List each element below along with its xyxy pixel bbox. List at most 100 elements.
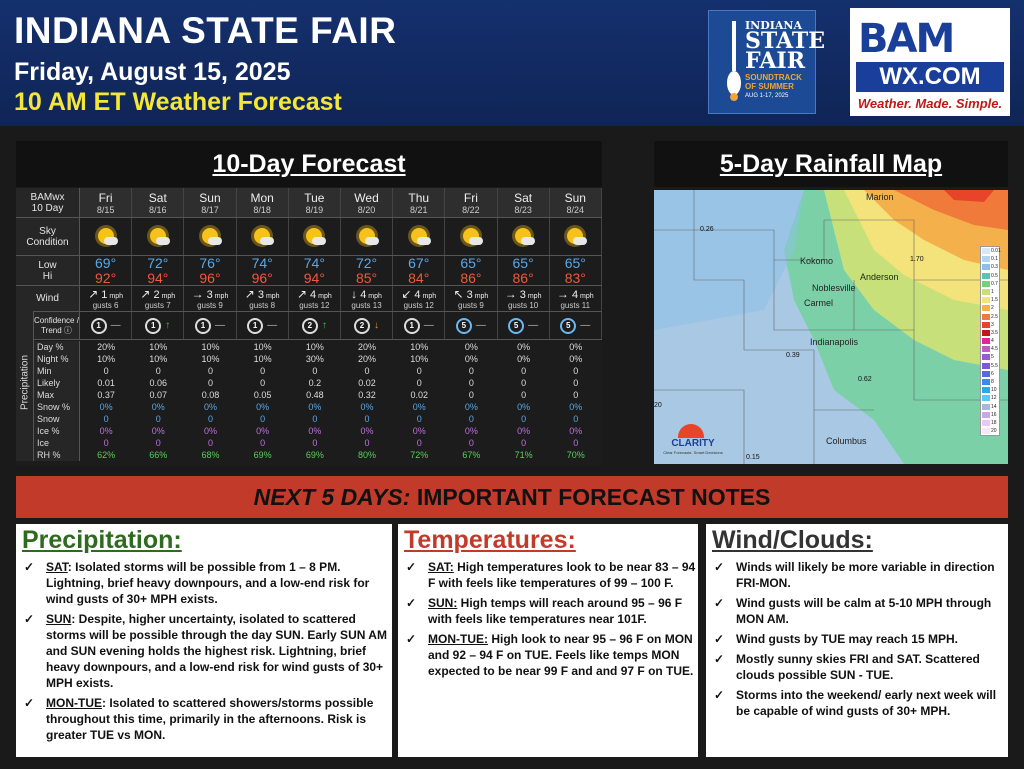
precip-value: 0 <box>416 366 422 376</box>
precip-value: 10% <box>97 354 116 364</box>
precip-value: 80% <box>358 450 377 460</box>
day-name: Fri <box>463 190 478 205</box>
precip-value: 0.48 <box>306 390 324 400</box>
wind-clouds-notes: Wind/Clouds: ✓ Winds will likely be more v… <box>706 524 1008 757</box>
precip-value: 10% <box>201 342 220 352</box>
legend-item: 10 <box>981 386 999 394</box>
legend-label: 10 <box>991 387 997 394</box>
wind-gusts: gusts 13 <box>351 301 382 310</box>
forecast-row-temp: Low Hi 69° 92° 72° 94° 76° 96° 74° 96° 74° 94° 72° 85… <box>16 254 602 286</box>
note-lead: SAT: <box>428 560 454 574</box>
legend-label: 18 <box>991 419 997 426</box>
note-item: ✓ SAT: High temperatures look to be near … <box>398 559 698 591</box>
precip-value: 0% <box>517 426 531 436</box>
wind-gusts: gusts 8 <box>249 301 276 310</box>
confidence-ring-icon: 5 <box>455 317 472 334</box>
precip-value: 10% <box>253 354 272 364</box>
wind-unit: mph <box>420 293 437 300</box>
legend-swatch <box>982 346 990 353</box>
precip-value: 69% <box>253 450 272 460</box>
forecast-cell: Sat 8/23 <box>497 188 550 217</box>
partly-sunny-icon <box>198 226 222 248</box>
note-title: Wind/Clouds: <box>712 526 873 554</box>
wind-mph-value: 2 <box>150 289 160 301</box>
confidence-ring-icon: 1 <box>403 317 420 334</box>
precip-row: 20% 10% 10% 10% 10% 20% 10% 0% 0% 0% <box>80 341 602 353</box>
wind-unit: mph <box>264 293 280 300</box>
wind-gusts: gusts 9 <box>197 301 223 310</box>
rainfall-value: 0.62 <box>858 376 872 383</box>
rainfall-map-shading <box>654 190 1008 464</box>
check-icon: ✓ <box>714 688 725 702</box>
note-item: ✓ SUN: High temps will reach around 95 – … <box>398 595 698 627</box>
precip-value: 0.08 <box>201 390 220 400</box>
day-name: Mon <box>250 190 274 205</box>
wind-mph-value: 4 <box>307 289 317 301</box>
precip-row: 0% 0% 0% 0% 0% 0% 0% 0% 0% 0% <box>80 401 602 413</box>
notes-banner: NEXT 5 DAYS: IMPORTANT FORECAST NOTES <box>16 476 1008 518</box>
high-temp: 86° <box>512 269 534 286</box>
wind-direction-icon: ↓ <box>351 287 358 301</box>
forecast-cell <box>498 218 550 255</box>
precip-value: 0.05 <box>253 390 272 400</box>
forecast-cell: 65° 86° <box>445 255 498 285</box>
city-label: Noblesville <box>812 283 856 293</box>
wind-mph-value: 3 <box>254 289 264 301</box>
precip-value: 0 <box>468 414 474 424</box>
low-temp: 76° <box>199 254 221 271</box>
partly-sunny-icon <box>511 226 536 248</box>
city-label: Indianapolis <box>810 337 859 347</box>
precip-row-labels: Day % Night % Min Likely Max Snow % Snow Ice % I… <box>34 341 80 461</box>
wind-speed: ↗ 3 mph <box>245 287 280 301</box>
forecast-cell: 72° 85° <box>341 255 394 285</box>
confidence-ring-icon: 1 <box>194 317 211 334</box>
precip-value: 0% <box>308 426 322 436</box>
confidence-trend: 1— <box>247 317 277 334</box>
wind-speed: → 4 mph <box>557 287 594 301</box>
wind-mph-value: 3 <box>203 289 213 301</box>
city-label: Columbus <box>826 436 867 446</box>
low-temp: 67° <box>408 254 430 271</box>
partly-sunny-icon <box>302 226 327 248</box>
confidence-ring-icon: 1 <box>90 317 107 334</box>
cloud-shape <box>573 236 588 245</box>
precip-value: 71% <box>514 450 533 460</box>
precip-value: 0 <box>573 414 579 424</box>
legend-label: 3 <box>991 321 994 328</box>
legend-swatch <box>982 362 990 369</box>
precip-value: 10% <box>149 354 168 364</box>
precip-value: 0% <box>203 426 217 436</box>
forecast-cell: Sun 8/24 <box>549 188 602 217</box>
day-name: Sun <box>199 190 221 205</box>
wind-mph-value: 4 <box>568 289 579 301</box>
precip-value: 20% <box>97 342 116 352</box>
trend-icon: — <box>475 320 486 331</box>
legend-label: 0.1 <box>991 256 998 263</box>
wind-unit: mph <box>366 293 382 300</box>
legend-item: 8 <box>981 378 999 386</box>
precip-row: 0.37 0.07 0.08 0.05 0.48 0.32 0.02 0 0 0 <box>80 389 602 401</box>
precip-value: 0% <box>412 402 426 412</box>
precip-value: 0 <box>207 378 213 388</box>
partly-sunny-icon <box>563 226 588 248</box>
day-name: Wed <box>354 190 379 205</box>
high-temp: 96° <box>199 269 221 286</box>
legend-item: 0.01 <box>981 247 1001 255</box>
legend-label: 4.5 <box>991 346 998 353</box>
legend-label: 5.5 <box>991 362 998 369</box>
legend-item: 16 <box>981 411 999 419</box>
precip-value: 0 <box>521 414 527 424</box>
note-text: High temperatures look to be near 83 – 9… <box>428 560 696 590</box>
forecast-cell: ↗ 4 mph gusts 12 <box>289 286 341 311</box>
forecast-cell: 1— <box>184 312 237 339</box>
note-text: : Despite, higher uncertainty, isolated … <box>46 612 387 690</box>
precip-value: 0.01 <box>97 378 115 388</box>
precip-value: 0% <box>517 402 531 412</box>
precip-value: 0 <box>260 414 266 424</box>
wind-speed: → 3 mph <box>505 287 542 301</box>
forecast-cell: 76° 96° <box>184 254 237 286</box>
confidence-trend: 5— <box>560 317 590 334</box>
note-title: Precipitation: <box>22 526 182 554</box>
precip-value: 72% <box>410 450 429 460</box>
day-date: 8/17 <box>201 204 219 215</box>
